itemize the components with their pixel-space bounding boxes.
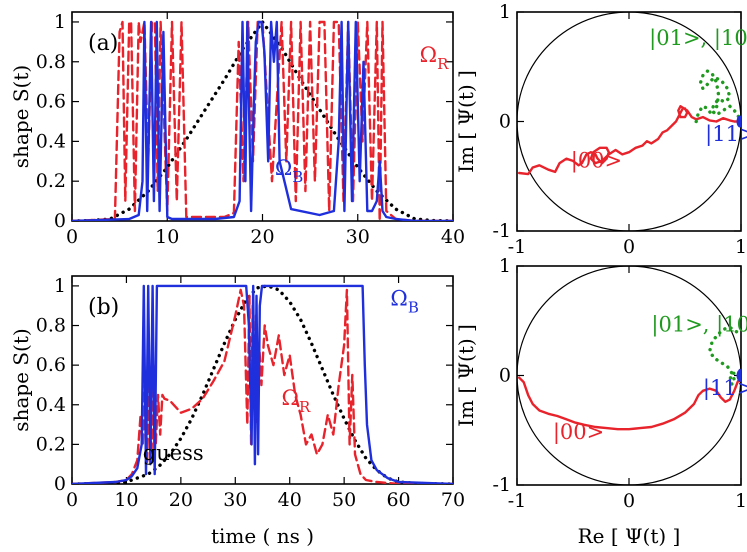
y-tick-label: 0.8 <box>36 51 66 73</box>
x-axis-label: Re [ Ψ(t) ] <box>578 524 681 548</box>
x-tick-label: 50 <box>332 489 356 511</box>
series-b <box>72 20 453 221</box>
marker-11 <box>736 369 741 382</box>
x-tick-label: 10 <box>114 489 138 511</box>
x-tick-label: -1 <box>508 490 527 512</box>
x-tick-label: 20 <box>250 226 274 248</box>
annotation: |11> <box>705 122 747 147</box>
x-tick-label: 10 <box>155 226 179 248</box>
y-axis-label: Im [ Ψ(t) ] <box>454 324 478 427</box>
panel-a: 0 10 20 30 40 0 0.2 0.4 0.6 0.8 1 (a) ΩR ΩB shape S(t) <box>9 11 465 248</box>
y-tick-label: 0.4 <box>36 130 66 152</box>
y-axis-label: Im [ Ψ(t) ] <box>454 70 478 173</box>
x-tick-label: 30 <box>346 226 370 248</box>
x-tick-label: 70 <box>441 489 465 511</box>
series-01-10 <box>694 69 741 124</box>
series-r <box>72 288 453 484</box>
x-tick-label: 1 <box>735 236 747 258</box>
annotation: ΩB <box>390 287 418 317</box>
x-tick-label: 40 <box>278 489 302 511</box>
annotation: |01>, |10> <box>651 313 747 338</box>
y-tick-label: 1 <box>54 11 66 33</box>
annotation: |00> <box>571 148 622 173</box>
y-tick-label: 0.4 <box>36 394 66 416</box>
x-tick-label: 0 <box>66 226 78 248</box>
x-tick-label: 0 <box>623 490 635 512</box>
plot-frame <box>71 275 454 485</box>
marker-11 <box>736 115 741 128</box>
series-r <box>72 20 453 221</box>
x-tick-label: -1 <box>508 236 527 258</box>
annotation: |01>, |10> <box>649 26 747 51</box>
x-tick-label: 0 <box>66 489 78 511</box>
x-tick-label: 1 <box>735 490 747 512</box>
series-00 <box>518 374 741 431</box>
x-tick-label: 20 <box>169 489 193 511</box>
panel-b: 0 10 20 30 40 50 60 70 0 0.2 0.4 0.6 0.8 1 (b) ΩB ΩR gues… <box>9 275 465 548</box>
annotation: |11> <box>703 376 747 401</box>
y-tick-label: 0 <box>54 210 66 232</box>
y-tick-label: 0.2 <box>36 433 66 455</box>
y-tick-label: 1 <box>54 275 66 297</box>
y-tick-label: 1 <box>499 1 511 23</box>
x-tick-label: 40 <box>441 226 465 248</box>
y-axis-label: shape S(t) <box>9 328 33 431</box>
series-01-10 <box>707 325 741 386</box>
y-tick-label: 0 <box>54 473 66 495</box>
x-axis-label: time ( ns ) <box>211 524 314 548</box>
y-tick-label: 0 <box>499 365 511 387</box>
x-tick-label: 60 <box>386 489 410 511</box>
series-00 <box>518 105 741 176</box>
x-tick-label: 30 <box>223 489 247 511</box>
panel-label: (b) <box>88 295 119 320</box>
y-tick-label: 0.6 <box>36 354 66 376</box>
annotation: ΩR <box>420 43 449 73</box>
annotation: ΩR <box>282 386 311 416</box>
y-tick-label: 0.6 <box>36 91 66 113</box>
annotation: ΩB <box>275 156 303 186</box>
y-tick-label: 0.8 <box>36 315 66 337</box>
annotation: guess <box>143 441 204 465</box>
y-axis-label: shape S(t) <box>9 65 33 168</box>
series-guess <box>72 284 453 484</box>
y-tick-label: -1 <box>492 220 511 242</box>
series-b <box>72 284 453 484</box>
panel-label: (a) <box>88 31 118 56</box>
y-tick-label: 0.2 <box>36 170 66 192</box>
y-tick-label: 0 <box>499 111 511 133</box>
annotation: |00> <box>553 420 604 445</box>
y-tick-label: -1 <box>492 474 511 496</box>
panel-d: -1 0 1 -1 0 1 |01>, |10> |00> |11> Im [ Ψ(t) ] Re … <box>454 255 747 548</box>
panel-c: -1 0 1 -1 0 1 |01>, |10> |00> |11> Im [ Ψ(t) ] <box>454 1 747 258</box>
x-tick-label: 0 <box>623 236 635 258</box>
y-tick-label: 1 <box>499 255 511 277</box>
